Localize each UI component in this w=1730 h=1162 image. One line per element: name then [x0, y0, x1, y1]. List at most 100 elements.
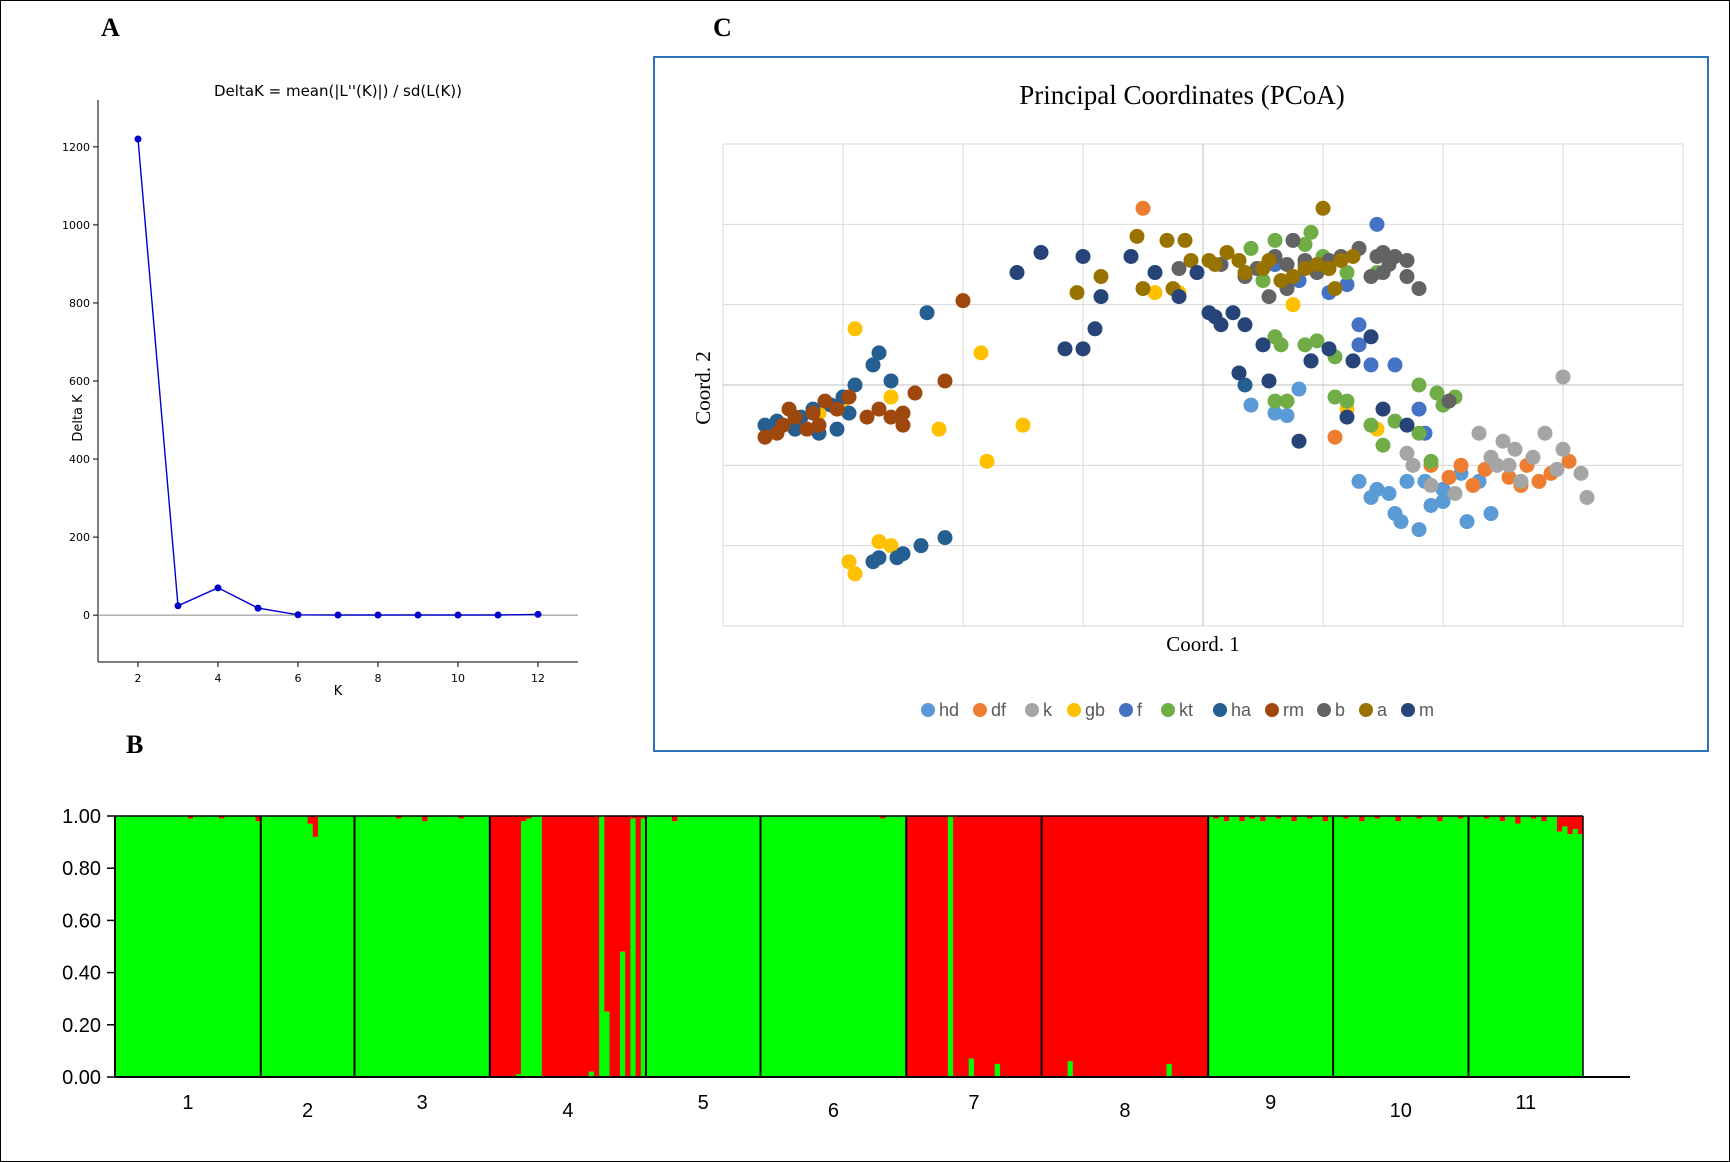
pcoa-point-ha: [841, 405, 857, 421]
legend-marker-rm: [1265, 703, 1279, 717]
pcoa-point-df: [1441, 469, 1457, 485]
deltak-point: [214, 584, 222, 592]
structure-bar-red: [1530, 816, 1537, 819]
structure-bar-green: [198, 816, 204, 1077]
deltak-y-tick-label: 600: [69, 375, 90, 388]
legend-marker-gb: [1067, 703, 1081, 717]
pcoa-point-rm: [871, 401, 887, 417]
structure-bar-green: [1067, 1061, 1074, 1077]
structure-bar-green: [468, 816, 475, 1077]
structure-bar-green: [724, 816, 730, 1077]
structure-bar-red: [916, 816, 923, 1077]
structure-bar-green: [1369, 816, 1376, 1077]
structure-pop-label: 2: [302, 1100, 313, 1122]
structure-bar-green: [1395, 821, 1402, 1077]
pcoa-point-df: [1531, 473, 1547, 489]
structure-bar-red: [312, 816, 319, 837]
structure-bar-red: [1083, 816, 1089, 1077]
structure-bar-red: [1072, 816, 1079, 1077]
structure-bar-red: [396, 816, 402, 819]
structure-bar-green: [849, 816, 855, 1077]
structure-pop-label: 10: [1390, 1100, 1412, 1122]
deltak-y-tick-label: 1200: [62, 141, 90, 154]
structure-bar-green: [1281, 816, 1287, 1077]
structure-bar-green: [354, 816, 361, 1077]
structure-bar-green: [193, 816, 199, 1077]
pcoa-point-k: [1573, 465, 1589, 481]
structure-bar-green: [619, 951, 626, 1077]
pcoa-point-m: [1399, 417, 1415, 433]
structure-bar-red: [526, 816, 532, 819]
structure-bar-green: [729, 816, 735, 1077]
pcoa-point-f: [1363, 357, 1379, 373]
pcoa-point-f: [1387, 357, 1403, 373]
pcoa-point-rm: [907, 385, 923, 401]
structure-bar-red: [1046, 816, 1053, 1077]
pcoa-point-m: [1303, 353, 1319, 369]
structure-bar-green: [1556, 831, 1563, 1077]
structure-bar-green: [1546, 816, 1553, 1077]
legend-label-gb: gb: [1085, 700, 1105, 720]
structure-bar-green: [901, 816, 907, 1077]
structure-bar-green: [291, 816, 298, 1077]
structure-bar-green: [828, 816, 834, 1077]
structure-bar-green: [1577, 834, 1584, 1077]
structure-bar-green: [120, 816, 126, 1077]
structure-bar-green: [422, 821, 428, 1077]
structure-bar-red: [1359, 816, 1365, 822]
structure-bar-green: [885, 816, 892, 1077]
pcoa-point-a: [1297, 261, 1313, 277]
structure-bar-green: [1426, 816, 1433, 1077]
structure-bar-green: [1421, 816, 1428, 1077]
structure-bar-red: [1572, 816, 1579, 830]
structure-bar-red: [921, 816, 928, 1077]
structure-bar-green: [156, 816, 163, 1077]
structure-bar-red: [1541, 816, 1547, 822]
structure-bar-red: [1291, 816, 1298, 822]
pcoa-point-rm: [769, 425, 785, 441]
structure-bar-green: [968, 1058, 975, 1077]
pcoa-point-b: [1285, 232, 1301, 248]
structure-bar-green: [843, 816, 850, 1077]
structure-bar-green: [1510, 816, 1516, 1077]
pcoa-legend: hd df k gb f kt ha rm b a m: [921, 700, 1434, 720]
structure-bar-green: [432, 816, 439, 1077]
pcoa-point-b: [1411, 281, 1427, 297]
pcoa-point-m: [1363, 329, 1379, 345]
structure-bar-green: [802, 816, 808, 1077]
structure-bar-green: [776, 816, 782, 1077]
pcoa-point-hd: [1435, 493, 1451, 509]
structure-bar-red: [1020, 816, 1027, 1077]
pcoa-point-kt: [1243, 240, 1259, 256]
structure-bar-red: [1171, 816, 1178, 1077]
structure-bar-green: [859, 816, 866, 1077]
pcoa-point-ha: [787, 421, 803, 437]
structure-bar-green: [791, 816, 798, 1077]
structure-bar-green: [187, 818, 194, 1077]
pcoa-point-b: [1399, 269, 1415, 285]
structure-bar-green: [338, 816, 345, 1077]
structure-bar-red: [958, 816, 964, 1077]
pcoa-point-kt: [1429, 385, 1445, 401]
structure-bar-green: [265, 816, 272, 1077]
structure-bar-green: [672, 821, 678, 1077]
deltak-marks: [134, 135, 542, 619]
structure-bar-red: [953, 816, 959, 1077]
structure-bar-green: [167, 816, 173, 1077]
structure-bar-green: [323, 816, 329, 1077]
structure-bar-red: [255, 816, 262, 822]
pcoa-point-a: [1333, 252, 1349, 268]
deltak-line: [137, 138, 539, 616]
pcoa-point-kt: [1411, 425, 1427, 441]
structure-bar-red: [1140, 816, 1147, 1077]
structure-bar-red: [583, 816, 590, 1077]
pcoa-point-gb: [973, 345, 989, 361]
structure-pop-label: 4: [562, 1100, 573, 1122]
legend-label-df: df: [991, 700, 1007, 720]
structure-bar-green: [333, 816, 340, 1077]
structure-bar-green: [1442, 816, 1449, 1077]
pcoa-point-b: [1375, 265, 1391, 281]
pcoa-point-gb: [979, 453, 995, 469]
structure-bar-green: [1385, 816, 1391, 1077]
structure-bar-red: [578, 816, 584, 1077]
